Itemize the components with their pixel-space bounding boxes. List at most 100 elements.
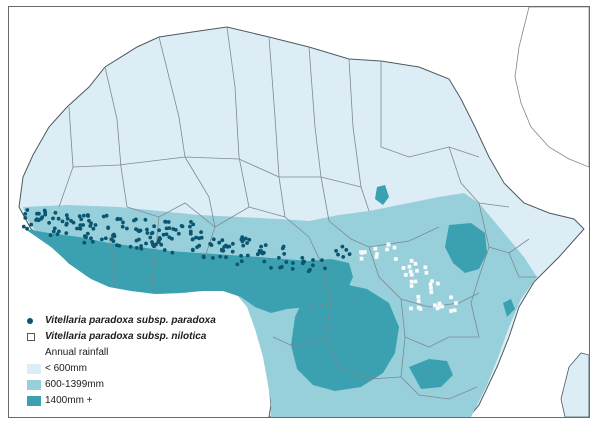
map-frame: Vitellaria paradoxa subsp. paradoxa Vite… xyxy=(8,6,590,418)
paradoxa-point xyxy=(48,233,53,238)
paradoxa-point xyxy=(82,213,86,218)
paradoxa-point xyxy=(156,240,161,244)
nilotica-point xyxy=(386,242,391,247)
paradoxa-point xyxy=(239,259,244,264)
paradoxa-point xyxy=(208,242,213,246)
legend-label-rainfall-mid: 600-1399mm xyxy=(45,379,104,390)
paradoxa-point xyxy=(103,236,108,241)
paradoxa-point xyxy=(106,226,111,231)
nilotica-point xyxy=(415,268,420,273)
nilotica-point xyxy=(435,306,440,311)
paradoxa-point xyxy=(167,226,172,231)
paradoxa-point xyxy=(151,242,155,247)
paradoxa-point xyxy=(29,222,34,227)
paradoxa-point xyxy=(224,255,228,260)
paradoxa-point xyxy=(211,237,216,242)
paradoxa-point xyxy=(263,243,268,248)
paradoxa-point xyxy=(218,254,223,259)
paradoxa-point xyxy=(170,236,174,241)
paradoxa-point xyxy=(189,220,193,224)
paradoxa-occurrence-points xyxy=(21,208,352,274)
paradoxa-point xyxy=(197,243,202,248)
nilotica-point xyxy=(374,254,379,259)
nilotica-point xyxy=(413,279,418,284)
nilotica-point xyxy=(449,308,454,313)
paradoxa-point xyxy=(143,217,148,222)
paradoxa-point xyxy=(344,248,349,252)
paradoxa-point xyxy=(51,216,55,221)
paradoxa-point xyxy=(259,244,263,249)
paradoxa-point xyxy=(100,237,104,242)
paradoxa-point xyxy=(93,223,98,227)
open-square-marker-icon xyxy=(27,333,35,341)
paradoxa-point xyxy=(152,224,157,229)
paradoxa-point xyxy=(39,216,44,221)
paradoxa-point xyxy=(57,229,61,234)
paradoxa-point xyxy=(280,246,285,251)
paradoxa-point xyxy=(145,231,150,235)
legend-label-rainfall-low: < 600mm xyxy=(45,363,87,374)
paradoxa-point xyxy=(84,235,88,240)
paradoxa-point xyxy=(190,237,195,242)
nilotica-point xyxy=(373,246,378,251)
paradoxa-point xyxy=(164,232,169,237)
paradoxa-point xyxy=(231,241,235,246)
paradoxa-point xyxy=(230,249,235,254)
paradoxa-point xyxy=(89,221,93,226)
paradoxa-point xyxy=(134,227,138,232)
legend-label-nilotica: Vitellaria paradoxa subsp. nilotica xyxy=(45,331,207,342)
paradoxa-point xyxy=(64,231,69,236)
paradoxa-point xyxy=(148,235,153,240)
paradoxa-point xyxy=(199,230,204,235)
paradoxa-point xyxy=(334,249,338,253)
paradoxa-point xyxy=(190,247,195,252)
paradoxa-point xyxy=(137,229,142,234)
paradoxa-point xyxy=(340,244,345,249)
paradoxa-point xyxy=(23,212,28,216)
paradoxa-point xyxy=(43,212,48,217)
paradoxa-point xyxy=(101,214,106,219)
paradoxa-point xyxy=(170,250,175,255)
paradoxa-point xyxy=(52,226,57,231)
paradoxa-point xyxy=(300,256,305,260)
paradoxa-point xyxy=(117,243,122,248)
nilotica-point xyxy=(408,269,413,274)
legend-label-paradoxa: Vitellaria paradoxa subsp. paradoxa xyxy=(45,315,216,326)
paradoxa-point xyxy=(56,216,61,221)
paradoxa-point xyxy=(277,255,281,260)
rainfall-zone-high-spot2 xyxy=(503,299,515,317)
paradoxa-point xyxy=(308,267,312,272)
paradoxa-point xyxy=(25,208,30,212)
nilotica-point xyxy=(418,307,423,312)
nilotica-point xyxy=(392,245,397,250)
paradoxa-point xyxy=(137,237,141,242)
rainfall-zone-high-west xyxy=(25,229,353,313)
paradoxa-point xyxy=(188,229,193,234)
rainfall-high-swatch xyxy=(27,396,41,406)
paradoxa-point xyxy=(260,251,265,256)
nilotica-point xyxy=(424,270,429,275)
nilotica-point xyxy=(416,294,421,299)
paradoxa-point xyxy=(323,266,327,271)
paradoxa-point xyxy=(77,214,82,219)
paradoxa-point xyxy=(311,258,315,262)
paradoxa-point xyxy=(78,223,83,228)
paradoxa-point xyxy=(111,239,116,244)
paradoxa-point xyxy=(164,226,169,231)
nilotica-point xyxy=(416,299,421,304)
legend-rainfall-heading-row: Annual rainfall xyxy=(27,345,267,361)
nilotica-point xyxy=(401,265,406,270)
paradoxa-point xyxy=(64,213,69,218)
nilotica-point xyxy=(360,250,365,255)
paradoxa-point xyxy=(191,222,196,227)
paradoxa-point xyxy=(115,217,120,222)
filled-dot-marker-icon xyxy=(27,318,33,324)
paradoxa-point xyxy=(180,224,185,229)
paradoxa-point xyxy=(47,221,51,225)
paradoxa-point xyxy=(176,231,181,236)
paradoxa-point xyxy=(90,239,95,244)
rainfall-low-swatch xyxy=(27,364,41,374)
paradoxa-point xyxy=(291,261,295,265)
paradoxa-point xyxy=(139,244,144,248)
paradoxa-point xyxy=(239,253,243,258)
